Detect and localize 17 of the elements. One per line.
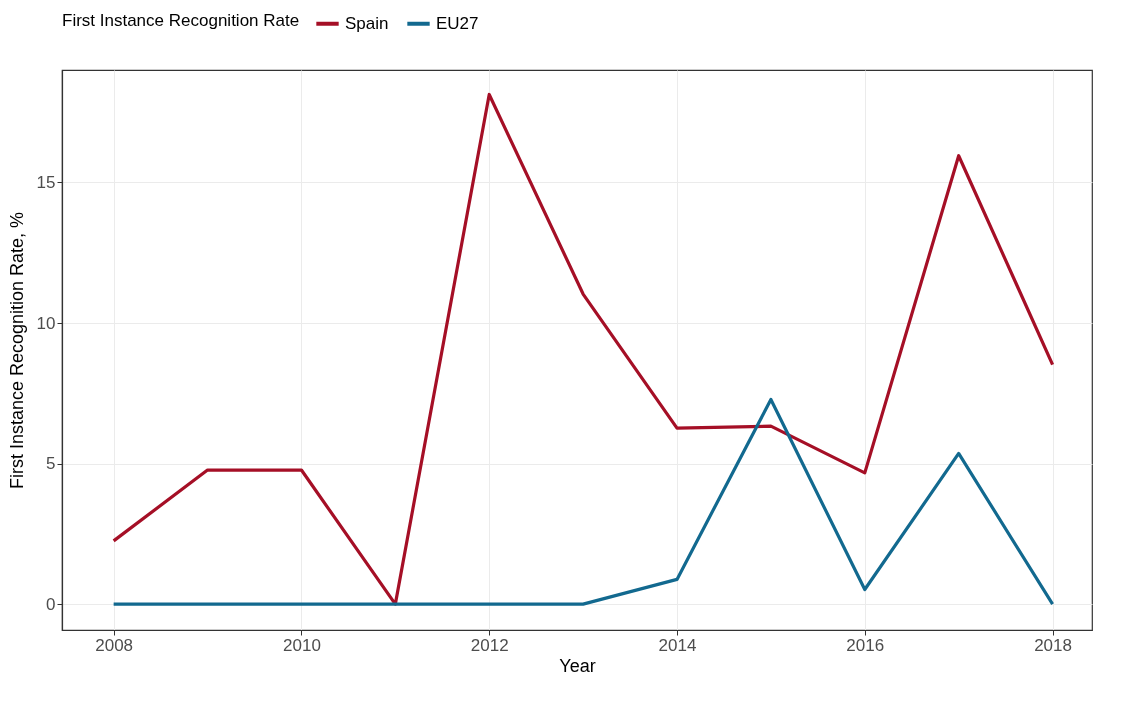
x-tick-label: 2014	[658, 635, 697, 655]
x-tick-label: 2010	[283, 635, 321, 655]
line-series	[112, 92, 1055, 606]
line-series	[112, 397, 1055, 606]
y-tick-label: 15	[36, 172, 56, 192]
x-tick-label: 2008	[95, 635, 134, 655]
x-axis-title: Year	[559, 655, 596, 676]
legend-label: Spain	[345, 13, 389, 33]
y-axis-title: First Instance Recognition Rate, %	[6, 211, 27, 490]
x-tick-label: 2012	[470, 635, 509, 655]
legend-title: First Instance Recognition Rate	[62, 11, 300, 30]
y-tick-label: 0	[46, 594, 56, 614]
x-tick-label: 2018	[1034, 635, 1072, 655]
y-tick-label: 5	[46, 454, 56, 474]
legend-label: EU27	[436, 13, 479, 33]
x-tick-label: 2016	[846, 635, 885, 655]
y-tick-label: 10	[36, 313, 56, 333]
